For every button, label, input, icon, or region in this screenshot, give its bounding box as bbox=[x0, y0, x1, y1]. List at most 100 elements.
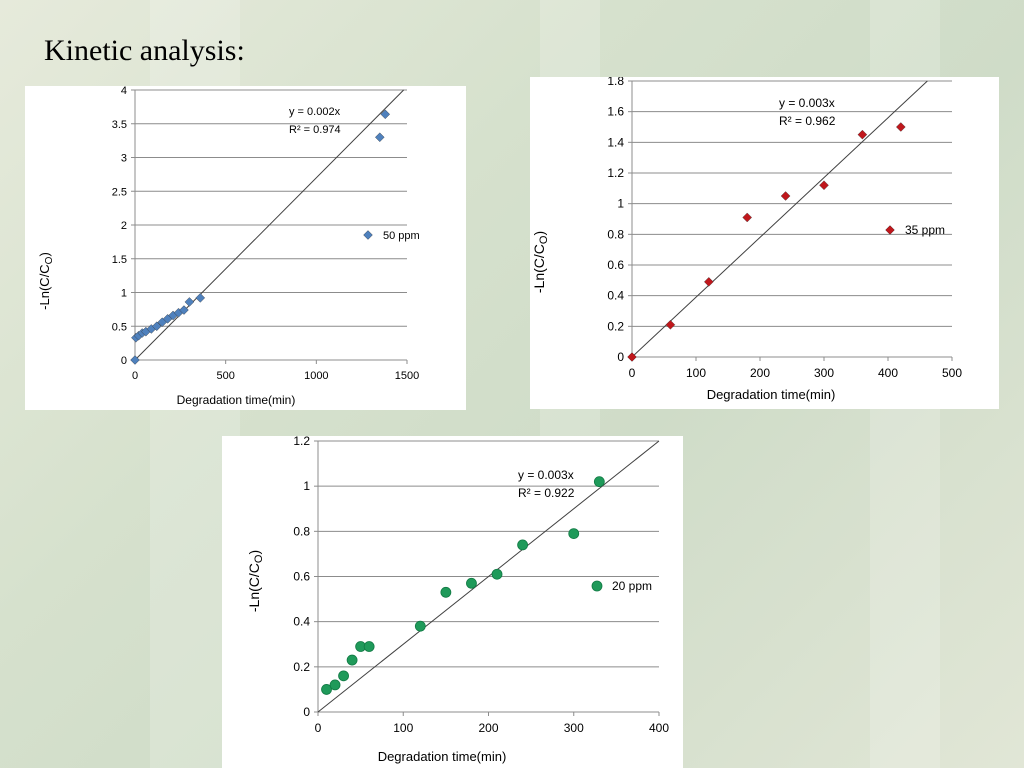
trendline-equation: y = 0.003x bbox=[779, 96, 835, 110]
legend-marker bbox=[885, 225, 895, 235]
y-axis-title-close: ) bbox=[531, 231, 547, 236]
data-point bbox=[491, 568, 503, 580]
y-tick-label: 0.4 bbox=[293, 615, 310, 629]
y-tick-label: 4 bbox=[121, 86, 127, 97]
data-point bbox=[568, 528, 580, 539]
y-tick-label: 0.4 bbox=[607, 289, 624, 303]
trendline-r2: R² = 0.922 bbox=[518, 486, 575, 500]
y-axis-title-main: -Ln(C/C bbox=[246, 563, 262, 612]
data-point bbox=[704, 277, 714, 287]
y-tick-label: 1.5 bbox=[112, 254, 127, 266]
x-tick-label: 500 bbox=[942, 366, 962, 380]
y-tick-label: 2 bbox=[121, 220, 127, 232]
data-point bbox=[130, 355, 140, 365]
y-tick-label: 0 bbox=[303, 705, 310, 719]
y-axis-title-main: -Ln(C/C bbox=[37, 264, 52, 310]
y-axis-title-close: ) bbox=[37, 252, 52, 256]
x-tick-label: 0 bbox=[315, 721, 322, 735]
x-tick-label: 0 bbox=[629, 366, 636, 380]
chart-20ppm-panel: 0 0.2 0.4 0.6 0.8 1 1.2 0 100 200 300 400 y = 0.003x… bbox=[222, 436, 683, 768]
y-tick-label: 0.5 bbox=[112, 321, 127, 333]
legend-label: 20 ppm bbox=[612, 579, 652, 593]
y-tick-label: 0.2 bbox=[293, 660, 310, 674]
y-tick-label: 3 bbox=[121, 153, 127, 165]
x-tick-label: 1500 bbox=[395, 370, 419, 382]
x-axis-title: Degradation time(min) bbox=[707, 387, 836, 402]
data-point bbox=[380, 109, 391, 120]
y-axis-title-subscript: O bbox=[538, 235, 550, 244]
y-tick-label: 0.6 bbox=[293, 570, 310, 584]
y-tick-label: 0.6 bbox=[607, 258, 624, 272]
y-tick-label: 0.8 bbox=[293, 524, 310, 538]
y-tick-label: 0 bbox=[617, 350, 624, 364]
y-tick-label: 1.2 bbox=[607, 166, 624, 180]
x-tick-label: 100 bbox=[686, 366, 706, 380]
data-point bbox=[896, 122, 906, 132]
y-axis-title: -Ln(C/CO) bbox=[246, 550, 265, 612]
x-axis-title: Degradation time(min) bbox=[378, 749, 507, 764]
y-axis-title-main: -Ln(C/C bbox=[531, 244, 547, 293]
data-point bbox=[466, 577, 477, 589]
x-tick-label: 500 bbox=[216, 370, 234, 382]
data-point bbox=[780, 191, 791, 201]
trendline bbox=[631, 80, 928, 358]
y-tick-label: 1.6 bbox=[607, 105, 624, 119]
legend-label: 35 ppm bbox=[905, 223, 945, 237]
legend-marker bbox=[591, 580, 603, 592]
data-point bbox=[665, 320, 676, 330]
legend-label: 50 ppm bbox=[383, 230, 420, 242]
trendline-equation: y = 0.003x bbox=[518, 468, 574, 482]
x-axis-title: Degradation time(min) bbox=[177, 393, 296, 407]
data-point bbox=[363, 641, 375, 652]
y-axis-title: -Ln(C/CO) bbox=[531, 231, 550, 293]
y-tick-label: 1 bbox=[121, 288, 127, 300]
y-axis-title-close: ) bbox=[246, 550, 262, 555]
y-tick-label: 3.5 bbox=[112, 119, 127, 131]
data-point bbox=[184, 297, 195, 307]
y-tick-label: 1.8 bbox=[607, 77, 624, 88]
data-point bbox=[857, 129, 868, 140]
y-axis-title-subscript: O bbox=[44, 256, 55, 264]
data-point bbox=[338, 670, 349, 682]
chart-35ppm: 0 0.2 0.4 0.6 0.8 1 1.2 1.4 1.6 1.8 0 100 200 300 400 5… bbox=[531, 77, 962, 402]
data-point bbox=[346, 654, 358, 666]
y-tick-label: 1 bbox=[303, 479, 310, 493]
trendline-r2: R² = 0.974 bbox=[289, 124, 341, 136]
chart-35ppm-panel: 0 0.2 0.4 0.6 0.8 1 1.2 1.4 1.6 1.8 0 100 200 300 400 5… bbox=[530, 77, 999, 409]
data-point bbox=[195, 293, 206, 303]
data-point bbox=[151, 321, 162, 332]
y-tick-label: 1 bbox=[617, 197, 624, 211]
chart-50ppm-panel: 0 0.5 1 1.5 2 2.5 3 3.5 4 0 500 1000 1500 y = 0.002x R… bbox=[25, 86, 466, 410]
y-axis-title: -Ln(C/CO) bbox=[37, 252, 55, 310]
x-tick-label: 0 bbox=[132, 370, 138, 382]
chart-20ppm: 0 0.2 0.4 0.6 0.8 1 1.2 0 100 200 300 400 y = 0.003x… bbox=[246, 436, 669, 764]
trendline-r2: R² = 0.962 bbox=[779, 114, 836, 128]
y-tick-label: 1.4 bbox=[607, 135, 624, 149]
x-tick-label: 400 bbox=[878, 366, 898, 380]
chart-50ppm: 0 0.5 1 1.5 2 2.5 3 3.5 4 0 500 1000 1500 y = 0.002x R… bbox=[37, 86, 420, 407]
x-tick-label: 100 bbox=[393, 721, 413, 735]
x-tick-label: 300 bbox=[564, 721, 584, 735]
data-point bbox=[179, 305, 189, 315]
data-point bbox=[414, 620, 426, 632]
x-tick-label: 400 bbox=[649, 721, 669, 735]
data-point bbox=[375, 132, 385, 143]
trendline-equation: y = 0.002x bbox=[289, 106, 341, 118]
x-tick-label: 200 bbox=[750, 366, 770, 380]
data-point bbox=[517, 539, 529, 551]
legend-marker bbox=[363, 230, 373, 240]
data-point bbox=[593, 476, 605, 488]
y-tick-label: 2.5 bbox=[112, 186, 127, 198]
slide-title: Kinetic analysis: bbox=[44, 34, 245, 67]
x-tick-label: 300 bbox=[814, 366, 834, 380]
x-tick-label: 1000 bbox=[304, 370, 328, 382]
y-tick-label: 1.2 bbox=[293, 436, 310, 448]
y-tick-label: 0 bbox=[121, 355, 127, 367]
data-point bbox=[627, 352, 637, 362]
data-point bbox=[329, 679, 341, 691]
y-tick-label: 0.8 bbox=[607, 227, 624, 241]
x-tick-label: 200 bbox=[478, 721, 498, 735]
data-point bbox=[819, 180, 829, 191]
data-point bbox=[321, 684, 332, 695]
data-point bbox=[742, 212, 752, 223]
